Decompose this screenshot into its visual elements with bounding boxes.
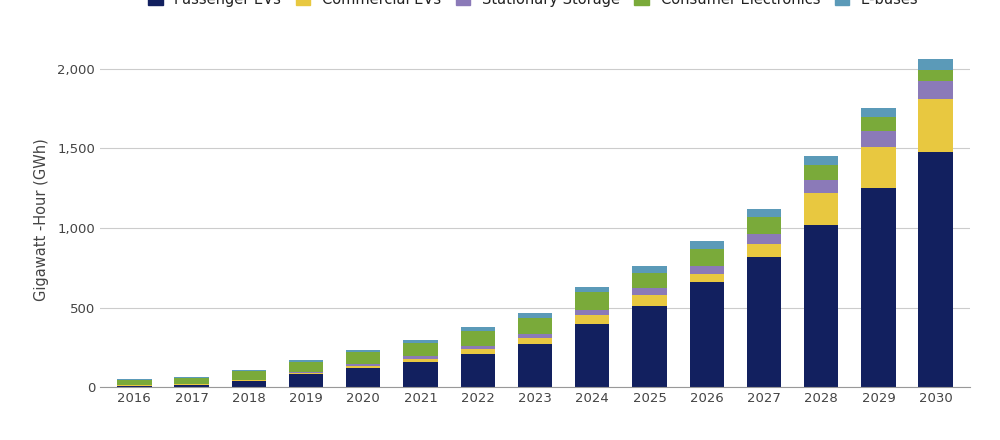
Bar	[232, 371, 266, 380]
Bar	[403, 359, 438, 362]
Bar	[861, 188, 896, 387]
Bar	[804, 180, 838, 193]
Bar	[232, 380, 266, 381]
Bar	[861, 131, 896, 147]
Bar	[632, 306, 667, 387]
Bar	[918, 70, 953, 81]
Bar	[861, 117, 896, 131]
Bar	[518, 313, 552, 318]
Bar	[861, 108, 896, 117]
Bar	[632, 295, 667, 306]
Bar	[346, 350, 380, 352]
Bar	[918, 99, 953, 151]
Bar	[918, 59, 953, 70]
Bar	[403, 340, 438, 343]
Bar	[346, 364, 380, 366]
Bar	[804, 193, 838, 225]
Bar	[747, 257, 781, 387]
Bar	[174, 377, 209, 378]
Bar	[289, 373, 323, 374]
Bar	[403, 343, 438, 356]
Bar	[747, 234, 781, 244]
Bar	[632, 266, 667, 272]
Bar	[575, 287, 609, 293]
Bar	[575, 293, 609, 310]
Bar	[289, 372, 323, 373]
Bar	[575, 323, 609, 387]
Bar	[632, 289, 667, 295]
Bar	[918, 151, 953, 387]
Bar	[804, 156, 838, 165]
Bar	[747, 217, 781, 234]
Bar	[518, 334, 552, 338]
Bar	[174, 385, 209, 387]
Bar	[804, 225, 838, 387]
Bar	[690, 242, 724, 249]
Bar	[804, 165, 838, 180]
Bar	[461, 327, 495, 331]
Bar	[174, 378, 209, 384]
Bar	[174, 384, 209, 385]
Bar	[117, 385, 152, 387]
Bar	[747, 209, 781, 217]
Bar	[289, 360, 323, 362]
Bar	[690, 266, 724, 274]
Bar	[518, 338, 552, 344]
Bar	[289, 362, 323, 372]
Bar	[518, 344, 552, 387]
Bar	[918, 81, 953, 99]
Bar	[346, 352, 380, 364]
Bar	[861, 147, 896, 188]
Bar	[747, 244, 781, 257]
Bar	[232, 381, 266, 387]
Bar	[461, 349, 495, 354]
Bar	[632, 272, 667, 289]
Bar	[518, 318, 552, 334]
Bar	[461, 331, 495, 346]
Bar	[346, 368, 380, 387]
Bar	[461, 354, 495, 387]
Bar	[117, 380, 152, 385]
Bar	[690, 249, 724, 266]
Legend: Passenger EVs, Commercial EVs, Stationary Storage, Consumer Electronics, E-buses: Passenger EVs, Commercial EVs, Stationar…	[142, 0, 924, 13]
Bar	[117, 379, 152, 380]
Bar	[403, 362, 438, 387]
Bar	[232, 370, 266, 371]
Bar	[690, 282, 724, 387]
Y-axis label: Gigawatt -Hour (GWh): Gigawatt -Hour (GWh)	[34, 139, 49, 301]
Bar	[403, 356, 438, 359]
Bar	[575, 310, 609, 315]
Bar	[461, 346, 495, 349]
Bar	[575, 315, 609, 323]
Bar	[289, 374, 323, 387]
Bar	[690, 274, 724, 282]
Bar	[346, 366, 380, 368]
